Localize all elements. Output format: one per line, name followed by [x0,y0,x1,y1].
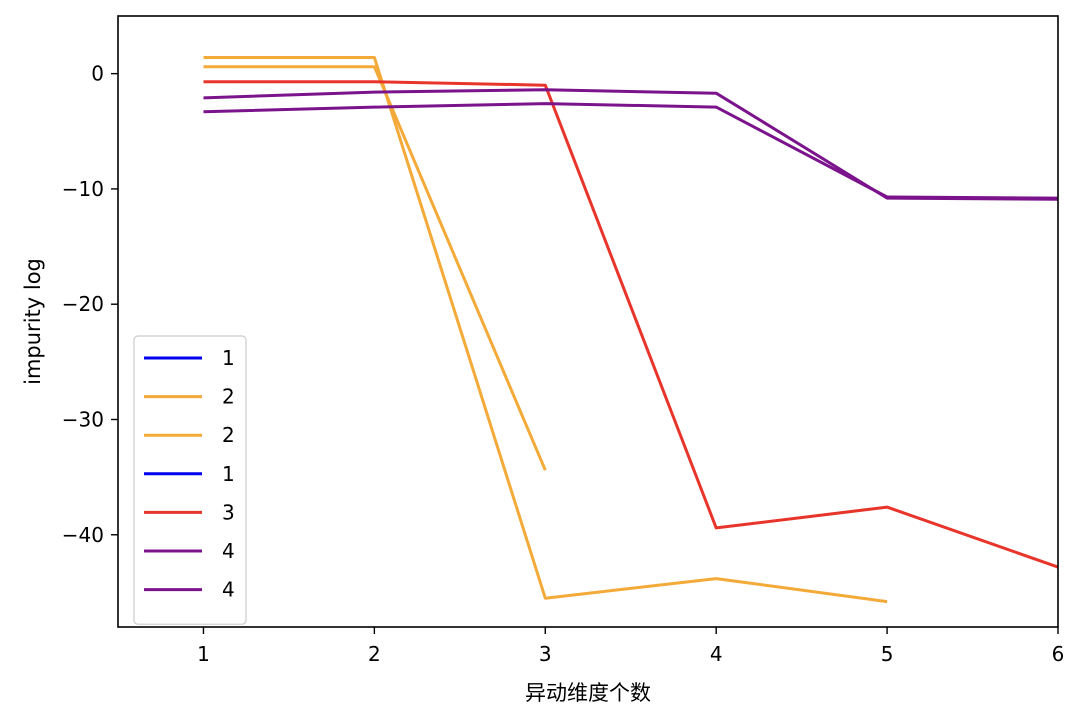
legend: 1 2 2 1 3 4 4 [133,335,247,625]
x-tick-label: 3 [539,642,552,666]
series-line-1 [203,56,888,604]
legend-entry-label: 4 [222,578,235,602]
x-tick-label: 4 [710,642,723,666]
x-tick-label: 6 [1052,642,1065,666]
series-layer [203,56,1059,604]
plot-frame [117,15,1059,628]
series-line-4 [203,80,1059,569]
y-tick-label: 0 [91,62,104,86]
y-axis-ticks: 0 −10 −20 −30 −40 [62,62,118,547]
legend-entry-label: 2 [222,385,235,409]
y-tick-label: −40 [62,523,104,547]
series-line-2 [203,65,547,471]
x-axis-label: 异动维度个数 [525,681,651,705]
y-tick-label: −10 [62,177,104,201]
legend-entry-label: 1 [222,462,235,486]
x-axis-ticks: 1 2 3 4 5 6 [197,627,1064,666]
y-tick-label: −30 [62,407,104,431]
legend-entry-label: 3 [222,500,235,524]
series-line-6 [203,102,1059,200]
x-tick-label: 5 [881,642,894,666]
legend-entry-label: 2 [222,423,235,447]
legend-entry-label: 1 [222,346,235,370]
x-tick-label: 2 [368,642,381,666]
y-axis-label: impurity log [21,258,45,385]
x-tick-label: 1 [197,642,210,666]
legend-entry-label: 4 [222,539,235,563]
y-tick-label: −20 [62,292,104,316]
